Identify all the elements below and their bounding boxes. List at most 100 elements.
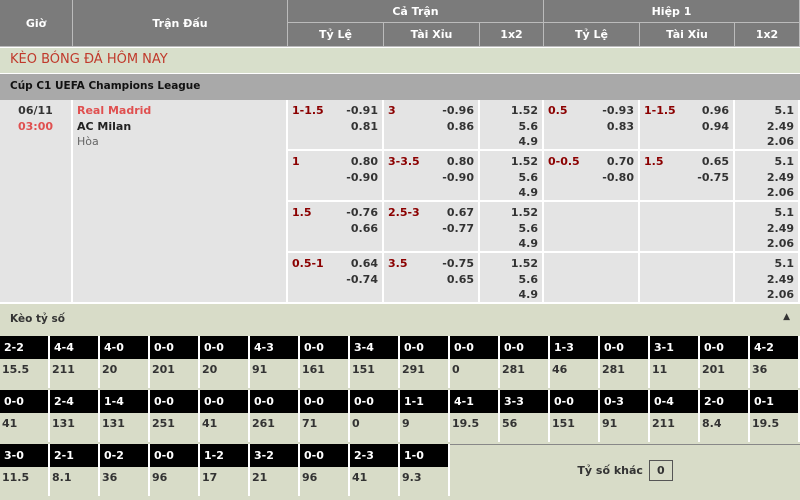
score-cell[interactable]: 0-0 0 <box>350 390 400 442</box>
odds-half-1x2-cell[interactable]: 5.1 2.49 2.06 <box>735 253 800 304</box>
score-cell[interactable]: 0-1 19.5 <box>750 390 800 442</box>
odds-half-over-under-cell[interactable] <box>640 253 735 304</box>
odds-value[interactable]: 1.52 <box>510 206 538 219</box>
score-cell[interactable]: 0-0 41 <box>0 390 50 442</box>
score-cell[interactable]: 0-0 291 <box>400 336 450 388</box>
score-cell[interactable]: 0-0 281 <box>600 336 650 388</box>
other-score-value[interactable]: 0 <box>648 460 673 481</box>
odds-value[interactable]: 1.52 <box>510 155 538 168</box>
odds-handicap-cell[interactable]: 1 0.80 -0.90 <box>288 151 384 202</box>
correct-score-header[interactable]: Kèo tỷ số ▲ <box>0 304 800 336</box>
odds-value[interactable]: 2.06 <box>766 186 794 199</box>
odds-value[interactable]: -0.77 <box>442 221 474 235</box>
score-cell[interactable]: 0-0 71 <box>300 390 350 442</box>
odds-value[interactable]: 5.1 <box>774 257 795 270</box>
score-cell[interactable]: 4-1 19.5 <box>450 390 500 442</box>
odds-value[interactable]: 0.96 <box>701 104 729 117</box>
score-cell[interactable]: 0-2 36 <box>100 444 150 496</box>
odds-value[interactable]: 5.6 <box>518 221 539 235</box>
score-cell[interactable]: 2-0 8.4 <box>700 390 750 442</box>
score-cell[interactable]: 3-2 21 <box>250 444 300 496</box>
odds-over-under-cell[interactable]: 3.5 -0.75 0.65 <box>384 253 480 304</box>
odds-1x2-cell[interactable]: 1.52 5.6 4.9 <box>480 100 544 151</box>
odds-half-handicap-cell[interactable]: 0.5 -0.93 0.83 <box>544 100 640 151</box>
odds-value[interactable]: 5.6 <box>518 170 539 184</box>
odds-half-handicap-cell[interactable]: 0-0.5 0.70 -0.80 <box>544 151 640 202</box>
odds-value[interactable]: 0.80 <box>446 155 474 168</box>
score-cell[interactable]: 2-3 41 <box>350 444 400 496</box>
odds-over-under-cell[interactable]: 2.5-3 0.67 -0.77 <box>384 202 480 253</box>
odds-half-1x2-cell[interactable]: 5.1 2.49 2.06 <box>735 100 800 151</box>
odds-value[interactable]: -0.91 <box>346 104 378 117</box>
score-cell[interactable]: 0-3 91 <box>600 390 650 442</box>
score-cell[interactable]: 0-0 201 <box>700 336 750 388</box>
score-cell[interactable]: 1-1 9 <box>400 390 450 442</box>
odds-value[interactable]: -0.90 <box>346 170 378 184</box>
odds-value[interactable]: 0.65 <box>446 272 474 286</box>
odds-value[interactable]: 0.64 <box>350 257 378 270</box>
odds-1x2-cell[interactable]: 1.52 5.6 4.9 <box>480 151 544 202</box>
odds-half-handicap-cell[interactable] <box>544 253 640 304</box>
score-cell[interactable]: 1-4 131 <box>100 390 150 442</box>
score-cell[interactable]: 0-0 41 <box>200 390 250 442</box>
odds-half-handicap-cell[interactable] <box>544 202 640 253</box>
odds-half-over-under-cell[interactable] <box>640 202 735 253</box>
home-team[interactable]: Real Madrid <box>77 104 152 117</box>
score-cell[interactable]: 3-3 56 <box>500 390 550 442</box>
score-cell[interactable]: 4-2 36 <box>750 336 800 388</box>
odds-value[interactable]: 2.49 <box>766 119 794 133</box>
score-cell[interactable]: 0-0 151 <box>550 390 600 442</box>
score-cell[interactable]: 1-3 46 <box>550 336 600 388</box>
score-cell[interactable]: 0-0 96 <box>300 444 350 496</box>
odds-1x2-cell[interactable]: 1.52 5.6 4.9 <box>480 202 544 253</box>
score-cell[interactable]: 3-0 11.5 <box>0 444 50 496</box>
odds-value[interactable]: 0.83 <box>606 119 634 133</box>
odds-value[interactable]: 2.49 <box>766 221 794 235</box>
odds-value[interactable]: -0.90 <box>442 170 474 184</box>
odds-value[interactable]: 0.94 <box>701 119 729 133</box>
odds-value[interactable]: 5.1 <box>774 206 795 219</box>
odds-handicap-cell[interactable]: 1.5 -0.76 0.66 <box>288 202 384 253</box>
odds-1x2-cell[interactable]: 1.52 5.6 4.9 <box>480 253 544 304</box>
score-cell[interactable]: 4-4 211 <box>50 336 100 388</box>
score-cell[interactable]: 4-3 91 <box>250 336 300 388</box>
score-cell[interactable]: 4-0 20 <box>100 336 150 388</box>
odds-half-over-under-cell[interactable]: 1-1.5 0.96 0.94 <box>640 100 735 151</box>
odds-value[interactable]: 4.9 <box>518 237 539 250</box>
odds-value[interactable]: 4.9 <box>518 288 539 301</box>
odds-handicap-cell[interactable]: 0.5-1 0.64 -0.74 <box>288 253 384 304</box>
odds-value[interactable]: 5.6 <box>518 272 539 286</box>
score-cell[interactable]: 1-2 17 <box>200 444 250 496</box>
score-cell[interactable]: 3-1 11 <box>650 336 700 388</box>
odds-value[interactable]: 4.9 <box>518 186 539 199</box>
odds-value[interactable]: -0.75 <box>697 170 729 184</box>
score-cell[interactable]: 0-0 201 <box>150 336 200 388</box>
score-cell[interactable]: 0-0 96 <box>150 444 200 496</box>
score-cell[interactable]: 1-0 9.3 <box>400 444 450 496</box>
score-cell[interactable]: 3-4 151 <box>350 336 400 388</box>
odds-value[interactable]: 1.52 <box>510 257 538 270</box>
odds-value[interactable]: 0.86 <box>446 119 474 133</box>
odds-value[interactable]: 5.6 <box>518 119 539 133</box>
odds-value[interactable]: 2.06 <box>766 288 794 301</box>
score-cell[interactable]: 0-4 211 <box>650 390 700 442</box>
odds-value[interactable]: 2.49 <box>766 272 794 286</box>
score-cell[interactable]: 2-1 8.1 <box>50 444 100 496</box>
odds-half-1x2-cell[interactable]: 5.1 2.49 2.06 <box>735 151 800 202</box>
odds-value[interactable]: 5.1 <box>774 104 795 117</box>
odds-value[interactable]: -0.80 <box>602 170 634 184</box>
odds-value[interactable]: 0.80 <box>350 155 378 168</box>
triangle-up-icon[interactable]: ▲ <box>783 312 790 322</box>
odds-value[interactable]: 0.70 <box>606 155 634 168</box>
league-name[interactable]: Cúp C1 UEFA Champions League <box>0 74 800 100</box>
odds-over-under-cell[interactable]: 3-3.5 0.80 -0.90 <box>384 151 480 202</box>
odds-value[interactable]: 4.9 <box>518 135 539 148</box>
odds-value[interactable]: -0.75 <box>442 257 474 270</box>
odds-value[interactable]: -0.74 <box>346 272 378 286</box>
odds-value[interactable]: 0.67 <box>446 206 474 219</box>
odds-value[interactable]: 2.49 <box>766 170 794 184</box>
odds-over-under-cell[interactable]: 3 -0.96 0.86 <box>384 100 480 151</box>
odds-value[interactable]: 5.1 <box>774 155 795 168</box>
score-cell[interactable]: 2-4 131 <box>50 390 100 442</box>
odds-half-1x2-cell[interactable]: 5.1 2.49 2.06 <box>735 202 800 253</box>
